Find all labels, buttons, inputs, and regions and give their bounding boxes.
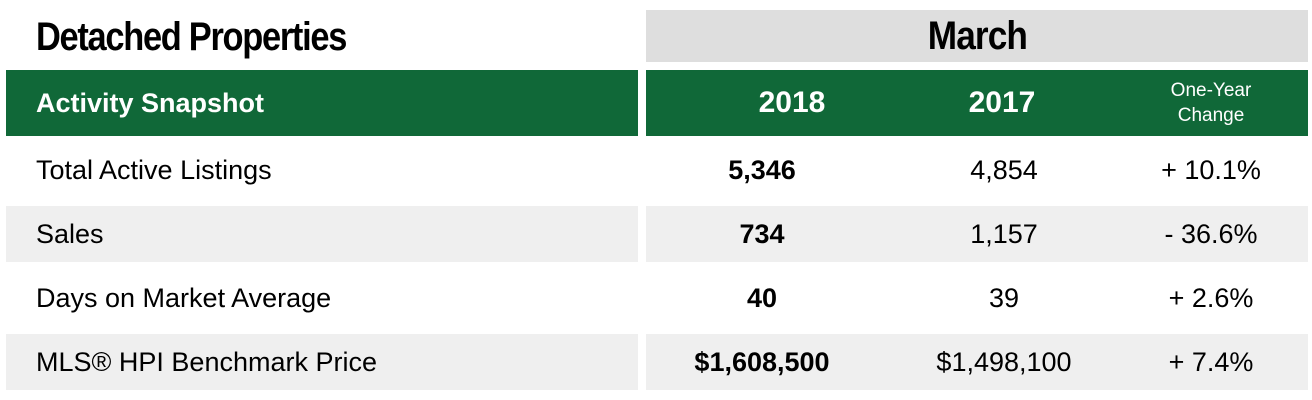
table-header-columns-bar: 2018 2017 One-Year Change	[646, 70, 1308, 136]
period-header: March	[646, 10, 1308, 62]
row-value-2017: $1,498,100	[936, 347, 1072, 377]
header-change-line1: One-Year	[1170, 80, 1252, 101]
row-label: Days on Market Average	[36, 283, 332, 313]
header-change-line2: Change	[1177, 105, 1245, 126]
row-value-2018: 734	[739, 219, 785, 249]
page-title: Detached Properties	[36, 15, 347, 59]
row-value-2017: 39	[988, 283, 1020, 313]
table-row: MLS® HPI Benchmark Price $1,608,500 $1,4…	[6, 334, 1308, 390]
table-row: Days on Market Average 40 39 + 2.6%	[6, 270, 1308, 326]
table-header-label-bar: Activity Snapshot	[6, 70, 638, 136]
header-col-2018: 2018	[758, 86, 826, 119]
row-value-2018: $1,608,500	[694, 347, 830, 377]
header-col-change: One-Year Change	[1156, 70, 1266, 136]
row-label: Sales	[36, 219, 104, 249]
row-value-change: + 7.4%	[1168, 347, 1254, 377]
row-value-change: + 2.6%	[1168, 283, 1254, 313]
row-value-2017: 4,854	[970, 155, 1038, 185]
row-value-2017: 1,157	[970, 219, 1038, 249]
row-value-change: + 10.1%	[1161, 155, 1261, 185]
table-row: Total Active Listings 5,346 4,854 + 10.1…	[6, 142, 1308, 198]
table-row: Sales 734 1,157 - 36.6%	[6, 206, 1308, 262]
row-label: MLS® HPI Benchmark Price	[36, 347, 377, 377]
row-value-change: - 36.6%	[1164, 219, 1258, 249]
period-label: March	[927, 14, 1027, 58]
header-activity-snapshot: Activity Snapshot	[36, 88, 265, 118]
row-value-2018: 5,346	[728, 155, 796, 185]
header-col-2017: 2017	[968, 86, 1036, 119]
row-label: Total Active Listings	[36, 155, 272, 185]
row-value-2018: 40	[746, 283, 778, 313]
